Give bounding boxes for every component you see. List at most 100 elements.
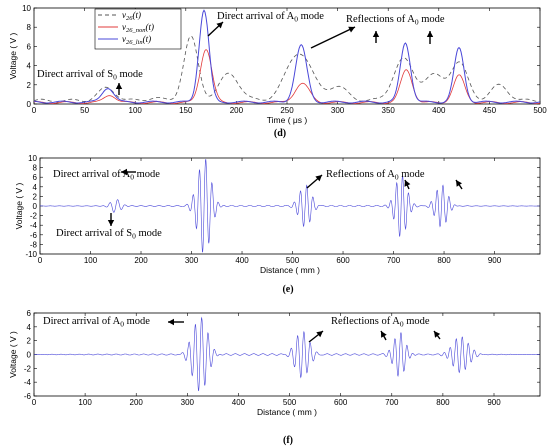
- series-line-3: [33, 9, 541, 104]
- x-tick-label: 300: [185, 256, 199, 265]
- x-tick-label: 350: [382, 106, 396, 115]
- arrow-shaft: [310, 26, 356, 49]
- annotation-a0-direct: Direct arrival of A0 mode: [43, 316, 150, 329]
- y-tick-label: 0: [33, 202, 38, 211]
- y-tick-label: 6: [33, 173, 38, 182]
- annotation-a0-direct: Direct arrival of A0 mode: [217, 11, 324, 24]
- y-tick-label: 6: [27, 42, 32, 51]
- x-tick-label: 200: [130, 398, 144, 407]
- y-tick-label: 10: [28, 154, 37, 163]
- arrow-head: [216, 22, 223, 29]
- annotation-a0-reflections: Reflections of A0 mode: [331, 316, 430, 329]
- arrow-ref-1: [306, 174, 323, 189]
- arrow-ref-3: [455, 179, 463, 190]
- series-line-1: [33, 35, 541, 103]
- x-tick-label: 0: [38, 256, 43, 265]
- y-tick-label: 8: [33, 164, 38, 173]
- annotation-a0-direct: Direct arrival of A0 mode: [53, 169, 160, 182]
- y-tick-label: 6: [27, 309, 32, 318]
- arrow-head: [456, 180, 462, 187]
- x-tick-label: 900: [488, 256, 502, 265]
- arrow-head: [381, 331, 387, 338]
- panel-f-y-axis-label: Voltage ( V ): [8, 331, 18, 378]
- y-tick-label: 4: [27, 62, 32, 71]
- x-tick-label: 0: [32, 398, 37, 407]
- y-tick-label: 4: [27, 323, 32, 332]
- y-tick-label: 4: [33, 183, 38, 192]
- arrow-s0: [115, 83, 123, 95]
- y-tick-label: -10: [25, 250, 37, 259]
- y-tick-label: -2: [24, 364, 32, 373]
- x-tick-label: 500: [286, 256, 300, 265]
- arrow-ref-1: [308, 330, 324, 343]
- x-tick-label: 450: [483, 106, 497, 115]
- x-tick-label: 50: [80, 106, 89, 115]
- arrow-a0: [121, 168, 136, 176]
- panel-d-x-axis-label: Time ( μs ): [267, 115, 308, 125]
- x-tick-label: 500: [283, 398, 297, 407]
- y-tick-label: -6: [24, 392, 32, 401]
- y-tick-label: 2: [27, 81, 32, 90]
- panel-f-x-axis-label: Distance ( mm ): [257, 407, 317, 417]
- x-tick-label: 400: [432, 106, 446, 115]
- x-tick-label: 600: [336, 256, 350, 265]
- arrow-head: [121, 168, 127, 176]
- arrow-head: [426, 31, 434, 37]
- arrow-head: [168, 318, 174, 326]
- x-tick-label: 300: [331, 106, 345, 115]
- x-tick-label: 800: [436, 398, 450, 407]
- panel-d: 0 50 100 150 200 250 300 350 400 450 500 0 2 4 6 8 10 Tim…: [8, 4, 547, 139]
- arrow-head: [115, 83, 123, 89]
- arrow-ref-2: [404, 179, 411, 190]
- x-tick-label: 500: [533, 106, 547, 115]
- arrow-head: [315, 175, 322, 182]
- x-tick-label: 0: [32, 106, 37, 115]
- panel-f-wave-line: [34, 316, 540, 392]
- arrow-ref-2: [372, 31, 380, 43]
- annotation-a0-reflections: Reflections of A0 mode: [326, 169, 425, 182]
- panel-e: 0 100 200 300 400 500 600 700 800 900-10-8-6-4-20…: [14, 154, 541, 295]
- legend-box: [94, 8, 182, 50]
- x-tick-label: 600: [334, 398, 348, 407]
- y-tick-label: 2: [27, 337, 32, 346]
- legend-label: v26(t): [122, 10, 141, 22]
- y-tick-label: 10: [22, 4, 31, 13]
- x-tick-label: 100: [84, 256, 98, 265]
- y-tick-label: -4: [24, 378, 32, 387]
- y-tick-label: 8: [27, 23, 32, 32]
- arrow-head: [404, 180, 411, 187]
- panel-e-wave-line: [40, 159, 540, 253]
- arrow-ref-3: [433, 330, 441, 340]
- x-tick-label: 700: [387, 256, 401, 265]
- annotation-a0-reflections: Reflections of A0 mode: [346, 14, 445, 27]
- x-tick-label: 400: [235, 256, 249, 265]
- x-tick-label: 300: [181, 398, 195, 407]
- panel-e-caption: (e): [282, 284, 293, 295]
- annotation-s0-direct: Direct arrival of S0 mode: [56, 228, 162, 241]
- y-tick-label: 0: [27, 100, 32, 109]
- arrow-head: [372, 31, 380, 37]
- y-tick-label: 2: [33, 192, 38, 201]
- x-tick-label: 900: [487, 398, 501, 407]
- x-tick-label: 200: [230, 106, 244, 115]
- x-tick-label: 100: [78, 398, 92, 407]
- legend-label: v26_non(t): [122, 22, 154, 34]
- y-tick-label: 0: [27, 351, 32, 360]
- x-tick-label: 700: [385, 398, 399, 407]
- x-tick-label: 200: [134, 256, 148, 265]
- legend-label: v26_lin(t): [122, 34, 151, 46]
- arrow-ref-3: [426, 31, 434, 44]
- panel-d-caption: (d): [274, 128, 286, 139]
- panel-f-caption: (f): [283, 435, 293, 446]
- y-tick-label: -2: [30, 212, 38, 221]
- arrow-ref-2: [380, 330, 387, 341]
- panel-e-x-axis-label: Distance ( mm ): [260, 265, 320, 275]
- x-tick-label: 250: [280, 106, 294, 115]
- x-tick-label: 100: [129, 106, 143, 115]
- y-tick-label: -6: [30, 231, 38, 240]
- arrow-a0: [207, 21, 224, 37]
- annotation-s0-direct: Direct arrival of S0 mode: [37, 69, 143, 82]
- arrow-head: [434, 331, 441, 338]
- x-tick-label: 800: [437, 256, 451, 265]
